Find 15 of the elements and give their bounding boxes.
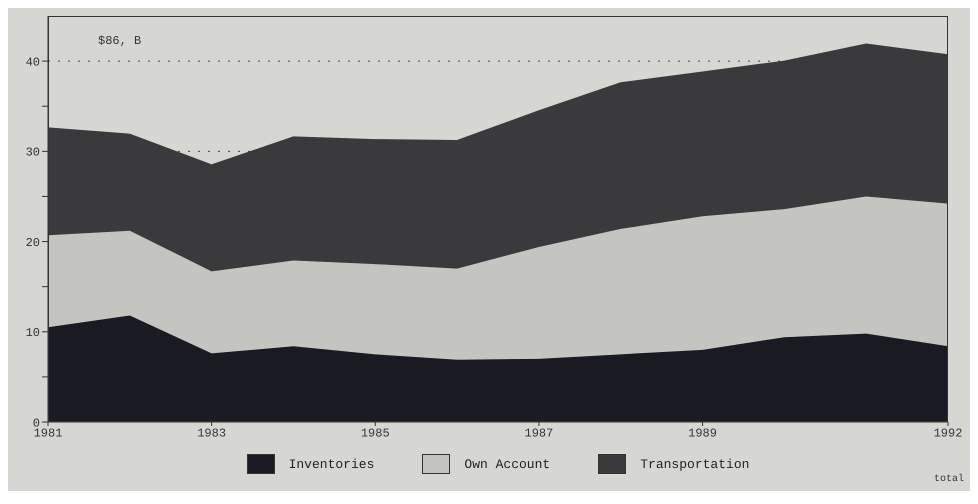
y-tick-label: 10 — [26, 326, 40, 340]
legend-label: Inventories — [288, 456, 374, 472]
legend-label: Own Account — [464, 456, 550, 472]
x-tick-label: 1985 — [360, 426, 390, 441]
annotation: $86, B — [98, 34, 142, 48]
x-tick-label: 1981 — [34, 426, 62, 441]
y-tick-label: 20 — [26, 236, 40, 250]
legend-label: Transportation — [640, 456, 750, 472]
x-tick-label: 1983 — [197, 426, 226, 441]
y-tick-label: 30 — [26, 146, 40, 160]
x-tick-label: 1992 — [934, 426, 962, 441]
x-tick-label: 1987 — [524, 426, 554, 441]
y-tick-label: 40 — [26, 55, 40, 70]
x-tick-label: 1989 — [688, 426, 717, 441]
text: total — [932, 474, 965, 485]
